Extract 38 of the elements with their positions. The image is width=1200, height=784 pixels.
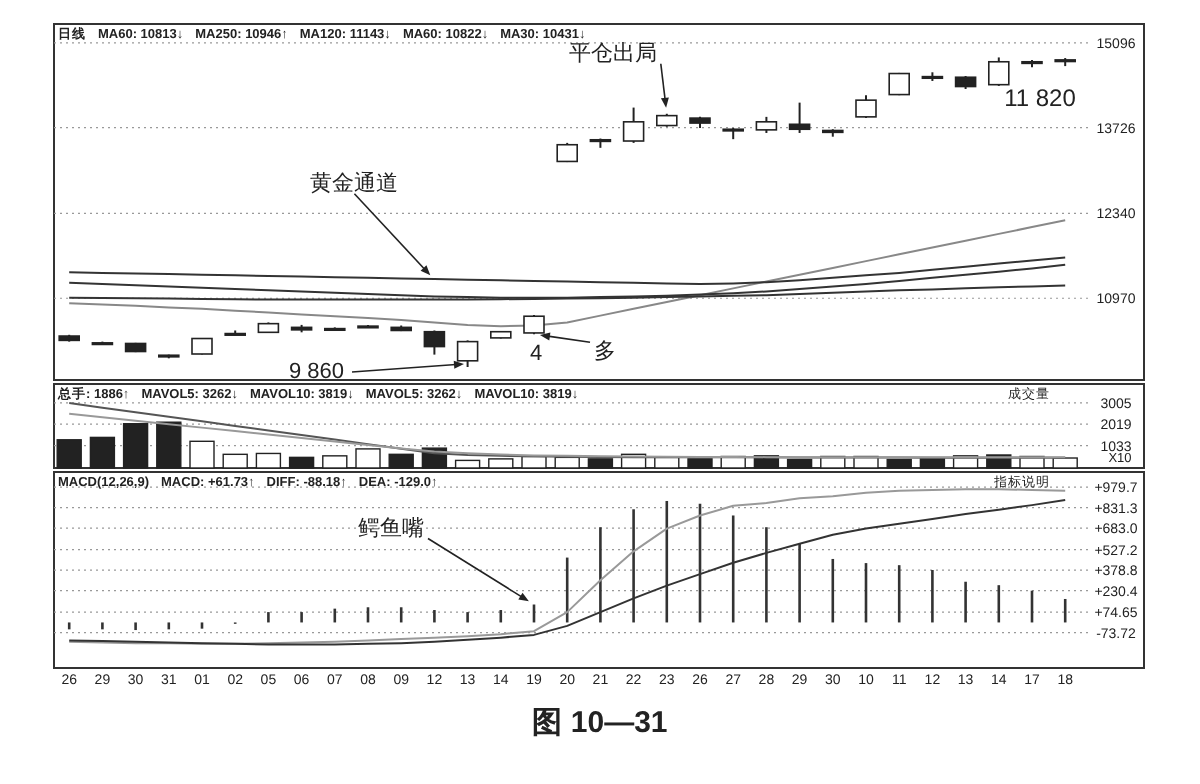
bar [587, 458, 614, 469]
bar [886, 458, 912, 469]
bar [554, 456, 580, 469]
bar [1052, 457, 1078, 469]
bar [288, 456, 315, 469]
candlestick [788, 101, 811, 134]
annotation: 11 820 [1004, 84, 1077, 112]
annotation: 鳄鱼嘴 [358, 514, 424, 541]
annotation: 多 [594, 340, 616, 365]
bar [388, 453, 414, 469]
candlestick [988, 56, 1010, 87]
bar [786, 458, 813, 469]
bar [189, 440, 215, 469]
bar [156, 421, 182, 469]
candlestick [423, 329, 446, 356]
annotation: 4 [529, 342, 543, 366]
line-series [68, 219, 1067, 328]
bar [222, 453, 248, 469]
bar [56, 439, 82, 469]
bar [654, 456, 680, 469]
bar [122, 423, 149, 469]
bar [355, 448, 381, 469]
line-series [68, 256, 1067, 286]
bar [454, 459, 481, 469]
annotation: 黄金通道 [310, 169, 399, 196]
annotation: 9 860 [288, 360, 344, 384]
candlestick [622, 106, 645, 144]
bar [89, 436, 116, 469]
bar [687, 458, 713, 469]
line-series [68, 263, 1067, 299]
bar [919, 458, 946, 469]
candlestick [456, 339, 479, 368]
bar [521, 455, 547, 469]
bar [255, 452, 282, 469]
annotation: 平仓出局 [568, 39, 657, 66]
caption: 图 10—31 [532, 706, 668, 740]
bar [488, 458, 514, 469]
bar [322, 455, 348, 469]
